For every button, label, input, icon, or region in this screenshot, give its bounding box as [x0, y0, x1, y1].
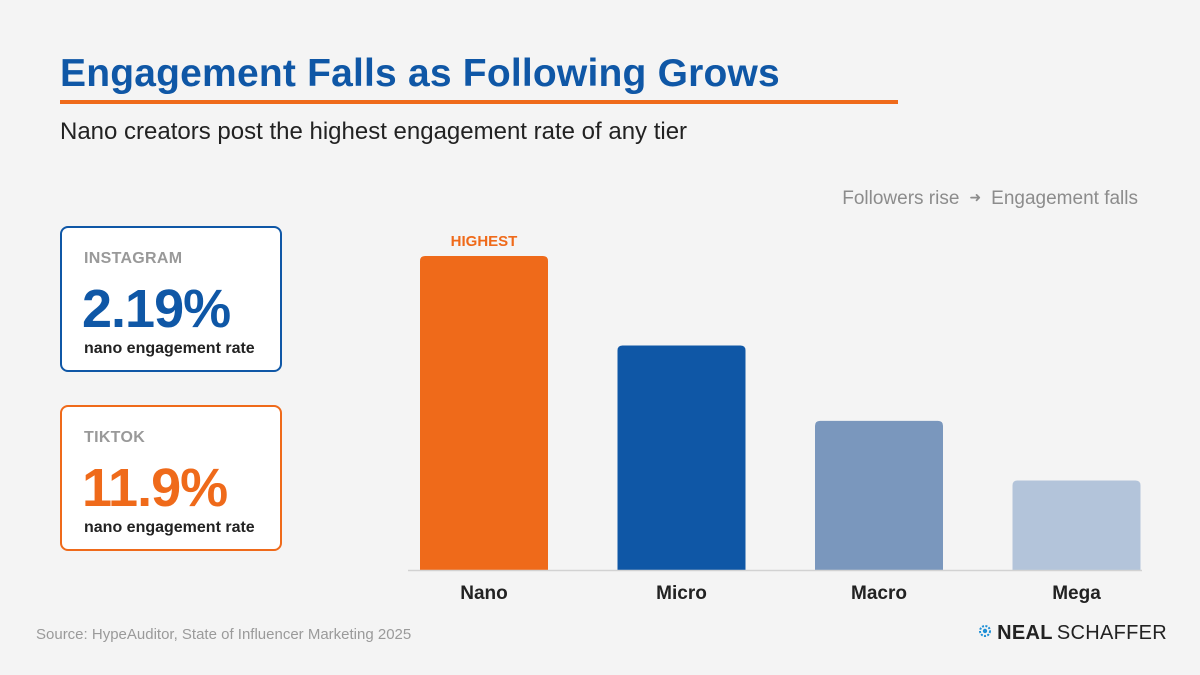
instagram-stat-card: INSTAGRAM 2.19% nano engagement rate [60, 226, 282, 372]
tiktok-stat-card: TIKTOK 11.9% nano engagement rate [60, 405, 282, 551]
bar-annotation: HIGHEST [451, 233, 518, 250]
x-tick-label: Mega [1052, 583, 1101, 604]
card-caption: nano engagement rate [84, 519, 255, 536]
brand-logo: NEAL SCHAFFER [977, 622, 1167, 645]
card-caption: nano engagement rate [84, 340, 255, 357]
x-tick-label: Micro [656, 583, 707, 604]
x-tick-label: Macro [851, 583, 907, 604]
arrow-right-icon: ➜ [969, 189, 982, 205]
flow-note: Followers rise ➜ Engagement falls [842, 188, 1138, 210]
gear-icon [977, 622, 993, 645]
bar-mega [1012, 480, 1141, 570]
page-title: Engagement Falls as Following Grows [60, 52, 780, 95]
card-platform-label: INSTAGRAM [84, 250, 183, 267]
flow-note-right: Engagement falls [991, 188, 1138, 209]
brand-name-second: SCHAFFER [1056, 622, 1167, 644]
card-value: 11.9% [82, 458, 228, 518]
brand-name-first: NEAL [997, 622, 1053, 644]
card-value: 2.19% [82, 279, 231, 339]
bar-macro [815, 420, 943, 570]
card-platform-label: TIKTOK [84, 429, 146, 446]
x-tick-label: Nano [460, 583, 508, 604]
title-underline [60, 100, 898, 104]
flow-note-left: Followers rise [842, 188, 960, 209]
source-note: Source: HypeAuditor, State of Influencer… [36, 626, 412, 643]
bar-nano [420, 256, 548, 570]
bar-micro [617, 345, 746, 570]
page-subtitle: Nano creators post the highest engagemen… [60, 118, 688, 145]
